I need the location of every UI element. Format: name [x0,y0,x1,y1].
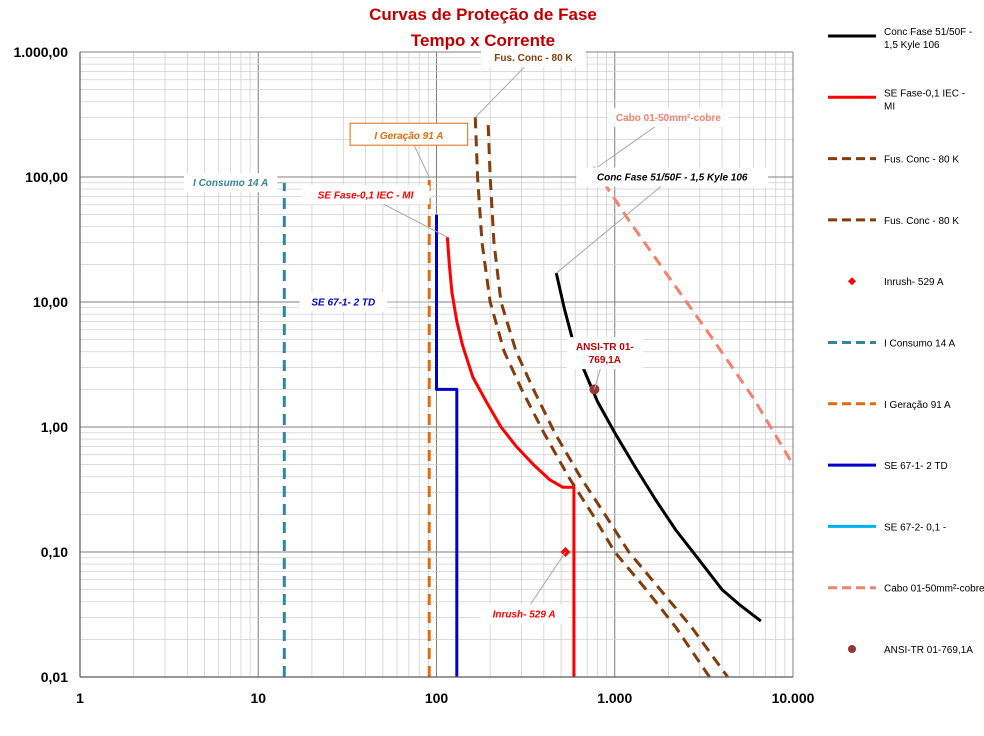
annotation-callout: I Geração 91 A [349,122,469,178]
annotation-callout: Cabo 01-50mm²-cobre [597,107,730,168]
annotation-label: I Consumo 14 A [193,178,268,189]
annotation-box [184,173,278,193]
legend-label: SE Fase-0,1 IEC - [884,88,965,99]
chart-subtitle: Tempo x Corrente [411,31,555,50]
legend-label: Cabo 01-50mm²-cobre [884,584,984,595]
legend-item: SE 67-1- 2 TD [828,461,948,472]
annotation-label: SE 67-1- 2 TD [311,298,375,309]
annotation-box [607,107,730,127]
series-line-fus-conc-80-k [473,117,711,677]
legend-label: Fus. Conc - 80 K [884,155,959,166]
x-tick-label: 1.000 [597,690,632,706]
annotation-box [349,122,469,146]
chart-title: Curvas de Proteção de Fase [369,5,597,24]
legend-label: Inrush- 529 A [884,277,944,288]
legend-label: SE 67-2- 0,1 - [884,522,946,533]
x-tick-label: 1 [76,690,84,706]
legend-swatch [848,645,856,653]
legend-label: ANSI-TR 01-769,1A [884,645,973,656]
y-tick-label: 10,00 [33,294,68,310]
series-line-cabo-01-50mm-cobre [592,166,793,466]
series-layer [282,117,793,677]
y-tick-label: 0,10 [41,544,68,560]
legend-swatch [848,277,856,286]
annotation-box [480,604,568,624]
y-tick-label: 0,01 [41,669,68,685]
annotation-callout: Inrush- 529 A [480,551,568,624]
annotation-box [481,48,586,68]
axes: 1 10 100 1.000 10.000 0,01 0,10 1,00 10,00 100,00… [14,44,815,706]
legend: Conc Fase 51/50F - 1,5 Kyle 106 SE Fase-0,… [828,27,984,656]
annotation-box [301,185,430,205]
legend-item: ANSI-TR 01-769,1A [848,645,973,656]
y-tick-label: 1,00 [41,419,68,435]
annotation-callout: SE 67-1- 2 TD [299,292,430,312]
annotation-callout: SE Fase-0,1 IEC - MI [301,185,448,238]
annotation-label: I Geração 91 A [374,131,443,142]
annotation-label: Fus. Conc - 80 K [494,53,573,64]
annotation-label: SE Fase-0,1 IEC - MI [318,190,414,201]
annotation-layer: Fus. Conc - 80 K I Geração 91 A I Consumo … [184,48,769,624]
annotation-label: Conc Fase 51/50F - 1,5 Kyle 106 [597,173,748,184]
annotation-leader-line [555,176,673,274]
annotation-callout: ANSI-TR 01- 769,1A [566,337,643,390]
annotation-leader-line [523,551,566,615]
legend-item: Fus. Conc - 80 K [828,155,959,166]
legend-label: SE 67-1- 2 TD [884,461,948,472]
legend-item: Cabo 01-50mm²-cobre [828,584,984,595]
legend-label: MI [884,101,895,112]
legend-item: Conc Fase 51/50F - 1,5 Kyle 106 [828,27,972,51]
x-tick-label: 10 [250,690,266,706]
annotation-box [299,292,387,312]
legend-label: Conc Fase 51/50F - [884,27,972,38]
annotation-label: Cabo 01-50mm²-cobre [616,113,721,124]
legend-label: Fus. Conc - 80 K [884,216,959,227]
legend-item: Inrush- 529 A [848,277,944,288]
legend-item: SE 67-2- 0,1 - [828,522,946,533]
legend-item: SE Fase-0,1 IEC - MI [828,88,965,112]
annotation-callout: Conc Fase 51/50F - 1,5 Kyle 106 [555,167,769,274]
legend-item: Fus. Conc - 80 K [828,216,959,227]
annotation-leader-line [474,57,534,118]
annotation-box [566,337,643,370]
legend-label: 1,5 Kyle 106 [884,40,940,51]
legend-label: I Consumo 14 A [884,339,955,350]
annotation-label: ANSI-TR 01- [576,342,634,353]
y-tick-label: 1.000,00 [14,44,69,60]
annotation-callout: I Consumo 14 A [184,173,285,193]
annotation-label: 769,1A [589,355,621,366]
series-line-se-fase-0-1-iec-mi [445,237,576,677]
x-tick-label: 10.000 [772,690,815,706]
legend-item: I Geração 91 A [828,400,951,411]
legend-item: I Consumo 14 A [828,339,955,350]
y-tick-label: 100,00 [25,169,68,185]
annotation-callout: Fus. Conc - 80 K [474,48,586,118]
series-line-se-67-1-2-td [435,214,459,677]
x-tick-label: 100 [425,690,449,706]
annotation-label: Inrush- 529 A [493,609,556,620]
series-line-fus-conc-80-k [486,125,729,677]
annotation-box [576,167,769,187]
legend-label: I Geração 91 A [884,400,951,411]
